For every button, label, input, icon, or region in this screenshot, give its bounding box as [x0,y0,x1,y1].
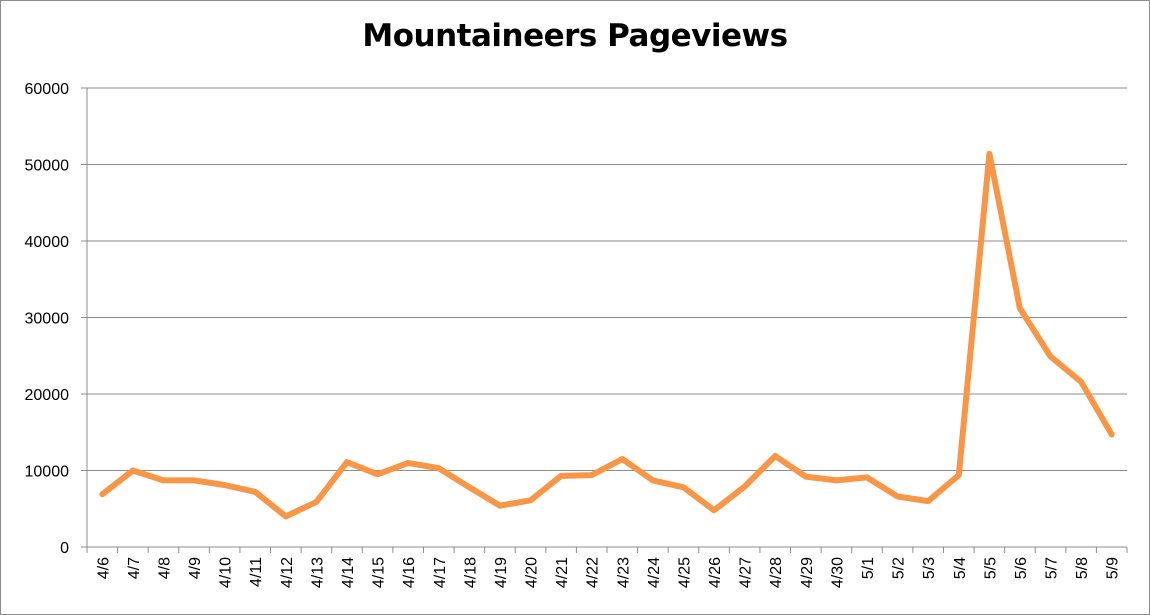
x-tick-label: 4/25 [676,557,693,588]
data-point [927,500,930,503]
data-point [162,479,165,482]
chart-title: Mountaineers Pageviews [362,18,788,54]
x-tick-label: 5/8 [1074,557,1091,579]
y-tick-label: 60000 [25,81,70,98]
axes [81,87,1128,553]
data-point [1080,380,1083,383]
data-point [774,454,777,457]
data-point [468,486,471,489]
data-point [621,458,624,461]
x-tick-label: 4/15 [371,557,388,588]
data-point [131,469,134,472]
x-tick-label: 5/6 [1013,557,1030,579]
series-layer [99,150,1115,520]
data-point [437,467,440,470]
x-tick-label: 4/30 [829,557,846,588]
data-point [376,473,379,476]
gridlines [87,87,1127,471]
x-tick-label: 4/14 [340,557,357,588]
x-tick-label: 4/11 [248,557,265,587]
x-tick-label: 4/20 [524,557,541,588]
data-point [866,476,868,479]
y-tick-label: 20000 [25,387,70,404]
x-tick-label: 5/3 [921,557,938,579]
data-point [957,474,960,477]
y-tick-label: 50000 [25,158,70,175]
data-point [101,493,104,496]
data-point [682,486,685,489]
data-point [407,461,410,464]
x-tick-label: 4/26 [707,557,724,588]
y-tick-label: 0 [60,540,69,557]
data-point [1018,307,1021,310]
data-point [346,461,348,464]
data-point [835,479,838,482]
x-tick-label: 5/4 [952,557,969,579]
x-tick-labels: 4/6 4/7 4/8 4/9 4/10 4/11 4/12 4/13 4/14 4/15 4/16… [95,557,1121,588]
x-tick-label: 4/18 [462,557,479,588]
x-tick-label: 4/19 [493,557,510,588]
data-point [590,474,593,477]
series-line [99,150,1115,520]
data-point [713,509,716,512]
data-point [315,500,318,503]
x-tick-label: 4/27 [738,557,755,588]
x-tick-label: 4/29 [799,557,816,588]
x-tick-label: 4/10 [218,557,235,588]
x-tick-label: 4/9 [187,557,204,579]
x-tick-label: 4/16 [401,557,418,588]
x-tick-label: 4/21 [554,557,571,588]
y-tick-label: 30000 [25,311,70,328]
data-point [193,479,196,482]
data-point [896,495,899,498]
y-tick-labels: 0 10000 20000 30000 40000 50000 60000 [25,81,70,557]
data-point [988,152,991,155]
data-point [529,499,532,502]
y-tick-label: 40000 [25,234,70,251]
x-tick-label: 5/2 [891,557,908,579]
x-tick-label: 4/12 [279,557,296,588]
data-point [804,475,807,478]
y-tick-label: 10000 [25,464,70,481]
data-point [1110,433,1113,436]
x-tick-label: 4/7 [126,557,143,579]
data-point [223,484,226,487]
x-tick-label: 4/22 [585,557,602,588]
x-tick-label: 5/1 [860,557,877,579]
data-point [651,479,654,482]
x-tick-label: 5/9 [1105,557,1122,579]
x-tick-label: 4/6 [95,557,112,579]
x-tick-label: 4/8 [156,557,173,579]
x-tick-label: 5/5 [982,557,999,579]
x-tick-label: 4/23 [615,557,632,588]
data-point [560,474,563,477]
x-tick-label: 4/28 [768,557,785,588]
data-point [1049,355,1052,358]
data-point [284,515,287,518]
data-point [743,485,746,488]
x-tick-label: 4/24 [646,557,663,588]
x-tick-label: 4/17 [432,557,449,588]
x-tick-label: 5/7 [1044,557,1061,579]
x-tick-label: 4/13 [309,557,326,588]
data-point [254,490,257,493]
data-point [498,504,501,507]
